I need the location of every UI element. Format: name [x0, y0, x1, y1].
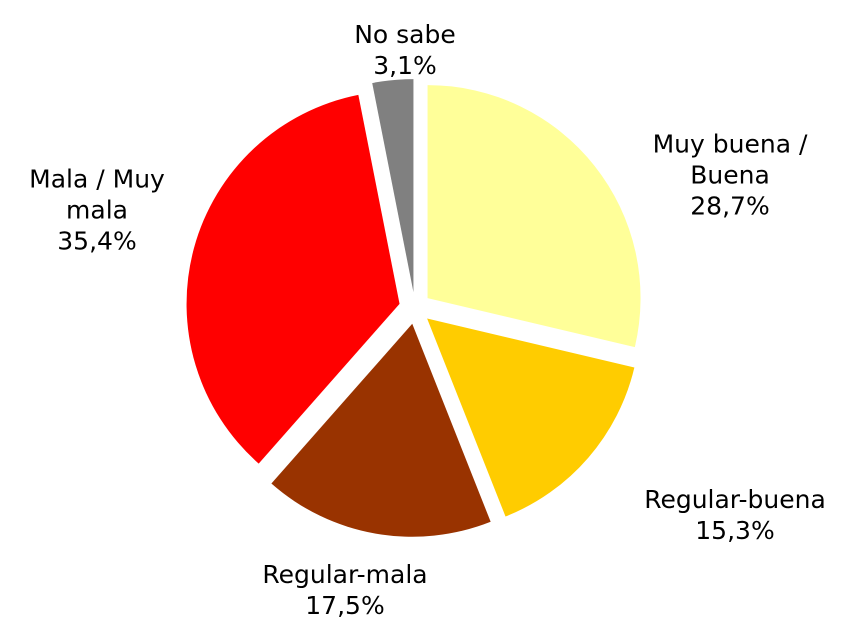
value-label: 15,3% — [695, 516, 775, 545]
pie-slice — [427, 85, 641, 348]
pie-slice — [271, 323, 491, 537]
slice-label: Regular-buena 15,3% — [605, 484, 850, 546]
category-label: Regular-buena — [644, 485, 826, 514]
value-label: 35,4% — [57, 226, 137, 256]
pie-slice — [186, 94, 400, 464]
slice-label: Regular-mala 17,5% — [215, 559, 475, 621]
value-label: 3,1% — [373, 51, 437, 80]
slice-label: Muy buena / Buena 28,7% — [625, 129, 835, 222]
slice-label: Mala / Muy mala 35,4% — [7, 164, 187, 257]
pie-slice — [427, 318, 635, 517]
pie-slice — [372, 79, 414, 293]
category-label: Regular-mala — [262, 560, 428, 589]
category-label: No sabe — [354, 20, 456, 49]
slice-label: No sabe 3,1% — [330, 19, 480, 81]
value-label: 17,5% — [305, 591, 385, 620]
category-label: Mala / Muy mala — [29, 164, 165, 225]
category-label: Muy buena / Buena — [652, 129, 808, 190]
value-label: 28,7% — [690, 191, 770, 221]
